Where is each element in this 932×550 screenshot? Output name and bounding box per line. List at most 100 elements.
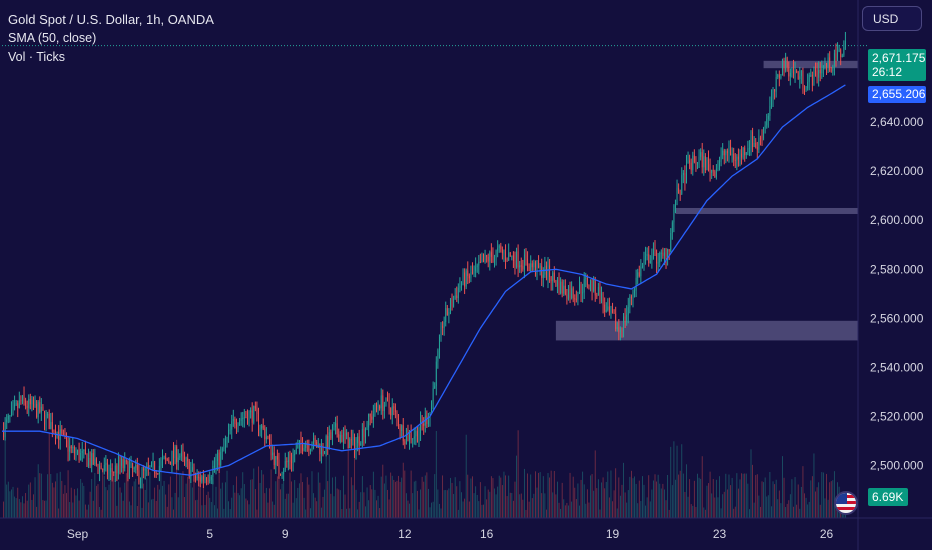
volume-bar <box>802 466 804 518</box>
volume-bar <box>564 505 566 518</box>
candle-body <box>132 462 134 470</box>
candle-body <box>610 308 612 313</box>
candle-body <box>582 292 584 294</box>
candle-body <box>221 448 223 452</box>
volume-bar <box>366 487 368 518</box>
candle-body <box>752 131 754 148</box>
candle-body <box>316 441 318 448</box>
volume-bar <box>442 475 444 518</box>
volume-bar <box>31 499 33 518</box>
volume-bar <box>464 498 466 518</box>
candle-body <box>154 461 156 474</box>
volume-bar <box>752 464 754 518</box>
volume-bar <box>278 469 280 518</box>
volume-bar <box>136 505 138 518</box>
candle-body <box>459 286 461 288</box>
candle-body <box>383 405 385 411</box>
candle-body <box>17 403 19 408</box>
candle-body <box>599 287 601 302</box>
candle-body <box>394 408 396 412</box>
candle-body <box>245 417 247 419</box>
candle-body <box>542 274 544 278</box>
volume-bar <box>665 500 667 518</box>
candle-body <box>291 462 292 464</box>
candle-body <box>182 451 184 455</box>
candle-body <box>418 433 420 443</box>
volume-bar <box>624 492 626 518</box>
volume-bar <box>9 491 11 518</box>
candle-body <box>531 263 533 268</box>
zone <box>675 207 858 214</box>
candle-body <box>105 462 107 466</box>
candle-body <box>824 64 826 66</box>
candle-body <box>649 260 651 264</box>
candle-body <box>519 265 521 268</box>
us-flag-icon[interactable] <box>834 491 858 515</box>
volume-bar <box>322 496 324 518</box>
volume-bar <box>424 475 426 518</box>
volume-bar <box>324 489 326 518</box>
candle-body <box>712 170 714 172</box>
volume-bar <box>283 479 285 518</box>
candle-body <box>629 296 631 308</box>
volume-bar <box>686 464 687 518</box>
candle-body <box>700 152 702 157</box>
candle-body <box>607 306 609 310</box>
candle-body <box>83 449 85 451</box>
candle-body <box>273 452 275 465</box>
volume-bar <box>558 502 560 518</box>
candle-body <box>80 452 82 460</box>
candle-body <box>698 156 700 164</box>
volume-bar <box>508 475 510 518</box>
candle-body <box>742 147 744 158</box>
candle-body <box>184 454 185 459</box>
volume-bar <box>55 481 56 518</box>
symbol-title[interactable]: Gold Spot / U.S. Dollar, 1h, OANDA <box>8 12 214 27</box>
volume-bar <box>459 481 461 518</box>
candle-body <box>311 447 313 450</box>
candle-body <box>769 106 771 116</box>
candle-body <box>322 444 324 453</box>
last-price-value: 2,671.175 <box>872 51 926 65</box>
volume-bar <box>566 502 568 518</box>
volume-bar <box>11 489 12 518</box>
volume-bar <box>313 493 314 518</box>
volume-bar <box>25 493 27 518</box>
volume-bar <box>141 507 143 518</box>
candle-body <box>780 75 782 78</box>
currency-button[interactable]: USD <box>862 6 922 31</box>
candle-body <box>807 81 809 89</box>
candle-body <box>777 74 779 78</box>
candle-body <box>564 285 566 295</box>
volume-bar <box>360 492 362 518</box>
volume-bar <box>465 434 467 518</box>
volume-bar <box>237 493 239 518</box>
volume-indicator-label[interactable]: Vol · Ticks <box>8 50 65 64</box>
volume-bar <box>717 497 719 518</box>
volume-bar <box>81 482 83 518</box>
volume-bar <box>794 477 796 518</box>
candle-body <box>767 115 769 120</box>
volume-bar <box>173 509 174 518</box>
candle-body <box>733 153 735 160</box>
candle-body <box>641 265 643 267</box>
sma-indicator-label[interactable]: SMA (50, close) <box>8 31 97 45</box>
volume-bar <box>575 499 577 518</box>
volume-bar <box>511 492 513 518</box>
candle-body <box>168 460 170 462</box>
candle-body <box>33 399 34 407</box>
candle-body <box>48 414 50 430</box>
candle-body <box>739 153 741 160</box>
volume-bar <box>357 509 359 518</box>
candle-body <box>580 284 582 294</box>
candle-body <box>218 452 220 465</box>
candle-body <box>385 397 387 406</box>
candle-body <box>470 271 472 279</box>
candle-body <box>778 74 780 78</box>
candle-body <box>840 49 842 58</box>
volume-bar <box>162 485 163 518</box>
candle-body <box>454 295 456 299</box>
candle-body <box>676 187 678 205</box>
candle-body <box>500 245 502 250</box>
